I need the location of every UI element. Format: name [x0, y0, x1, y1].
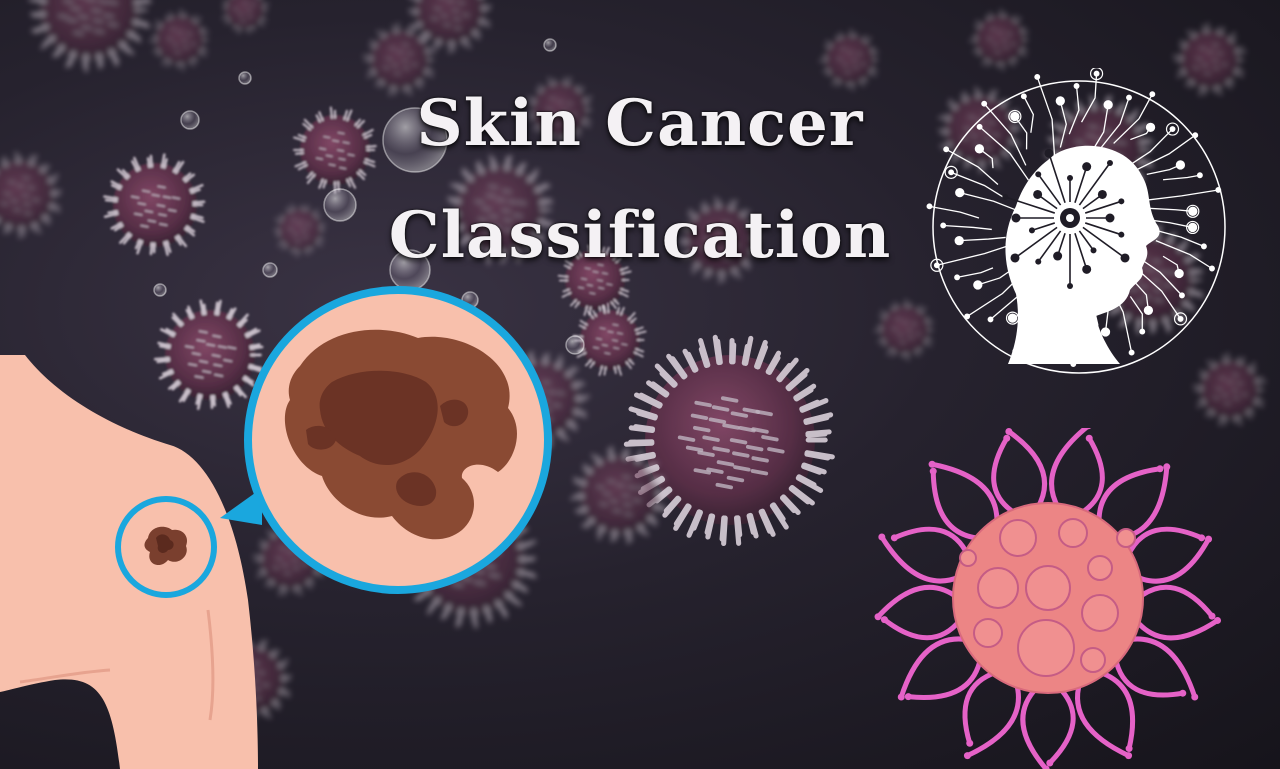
title-line-2: Classification: [388, 198, 892, 273]
magnifier-icon: [244, 286, 552, 594]
skin-shoulder-icon: [0, 286, 552, 769]
mole-icon: [144, 526, 188, 566]
title-line-1: Skin Cancer: [416, 86, 864, 161]
cancer-cell-icon: [874, 428, 1222, 769]
page-title: Skin Cancer Classification: [340, 68, 940, 292]
ai-head-icon: [926, 68, 1226, 374]
